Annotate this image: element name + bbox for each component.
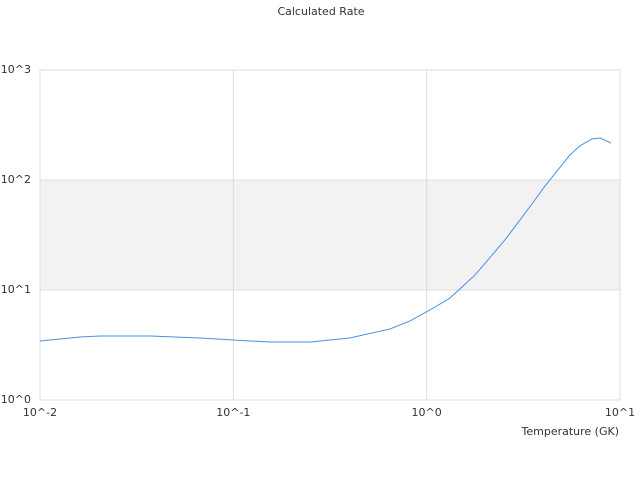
y-tick-label: 10^0 [1,393,31,406]
x-tick-label: 10^1 [605,406,635,419]
data-line [39,137,612,343]
x-tick-label: 10^0 [412,406,442,419]
x-tick-label: 10^-2 [23,406,57,419]
chart-title: Calculated Rate [277,5,364,18]
y-tick-label: 10^3 [1,63,31,76]
grid-band [40,180,620,290]
x-tick-label: 10^-1 [216,406,250,419]
y-tick-label: 10^1 [1,283,31,296]
y-tick-label: 10^2 [1,173,31,186]
x-axis-label: Temperature (GK) [521,425,620,438]
